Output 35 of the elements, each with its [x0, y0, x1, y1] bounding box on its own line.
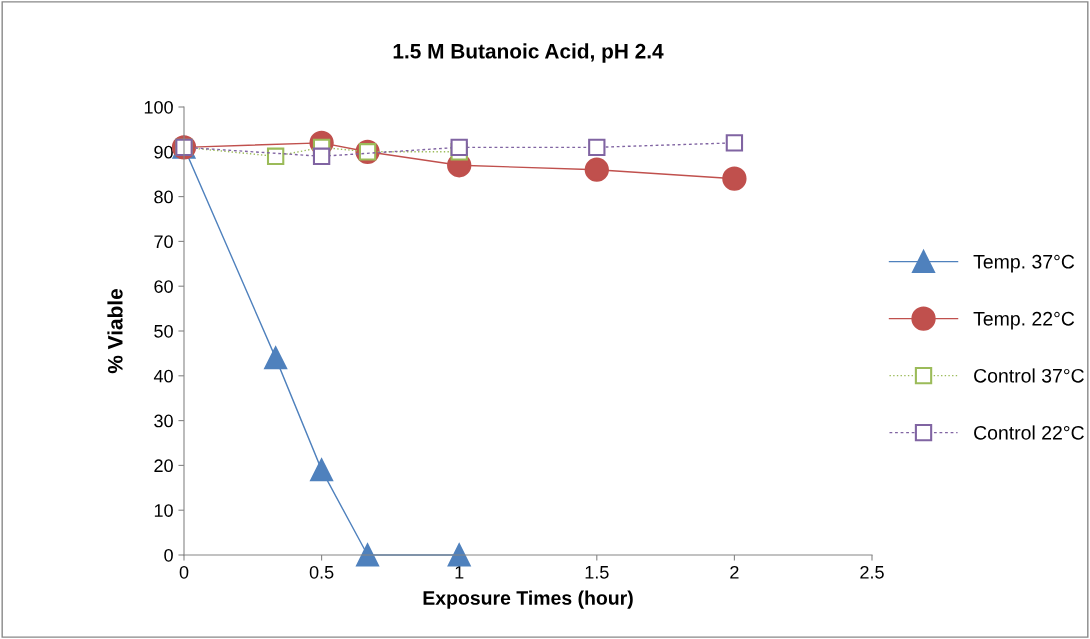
x-tick-label: 0 [179, 565, 189, 579]
y-axis-title: % Viable [107, 289, 123, 374]
point [310, 458, 334, 482]
point [725, 134, 744, 152]
x-tick-label: 1 [455, 566, 464, 579]
legend-label: Temp. 37°C [973, 254, 1075, 273]
chart-title: 1.5 M Butanoic Acid, pH 2.4 [393, 43, 664, 63]
y-tick-label: 10 [154, 504, 173, 517]
legend-label: Control 22°C [974, 425, 1084, 440]
y-tick-label: 100 [144, 100, 173, 114]
x-tick-label: 2.5 [860, 565, 884, 579]
point [447, 543, 471, 567]
y-tick-label: 60 [154, 280, 173, 293]
x-tick-label: 2 [730, 565, 739, 579]
x-tick-label: 0.5 [309, 565, 334, 579]
point [450, 138, 468, 156]
point [588, 138, 606, 156]
point [584, 157, 609, 182]
y-tick-label: 30 [154, 414, 173, 428]
legend-label: Temp. 22°C [973, 311, 1075, 330]
y-tick-label: 40 [153, 369, 173, 383]
x-tick-label: 1.5 [585, 566, 609, 579]
y-tick-label: 50 [154, 324, 173, 338]
y-tick-label: 70 [154, 235, 173, 249]
y-tick-label: 20 [154, 459, 173, 473]
point [722, 166, 747, 191]
x-axis-title: Exposure Times (hour) [423, 590, 633, 609]
point [312, 147, 331, 165]
y-tick-label: 90 [154, 145, 173, 159]
point [356, 543, 380, 567]
y-tick-label: 0 [164, 548, 173, 562]
y-tick-label: 80 [154, 190, 173, 204]
point [266, 147, 285, 165]
legend-label: Control 37°C [974, 368, 1084, 383]
point [264, 346, 288, 370]
